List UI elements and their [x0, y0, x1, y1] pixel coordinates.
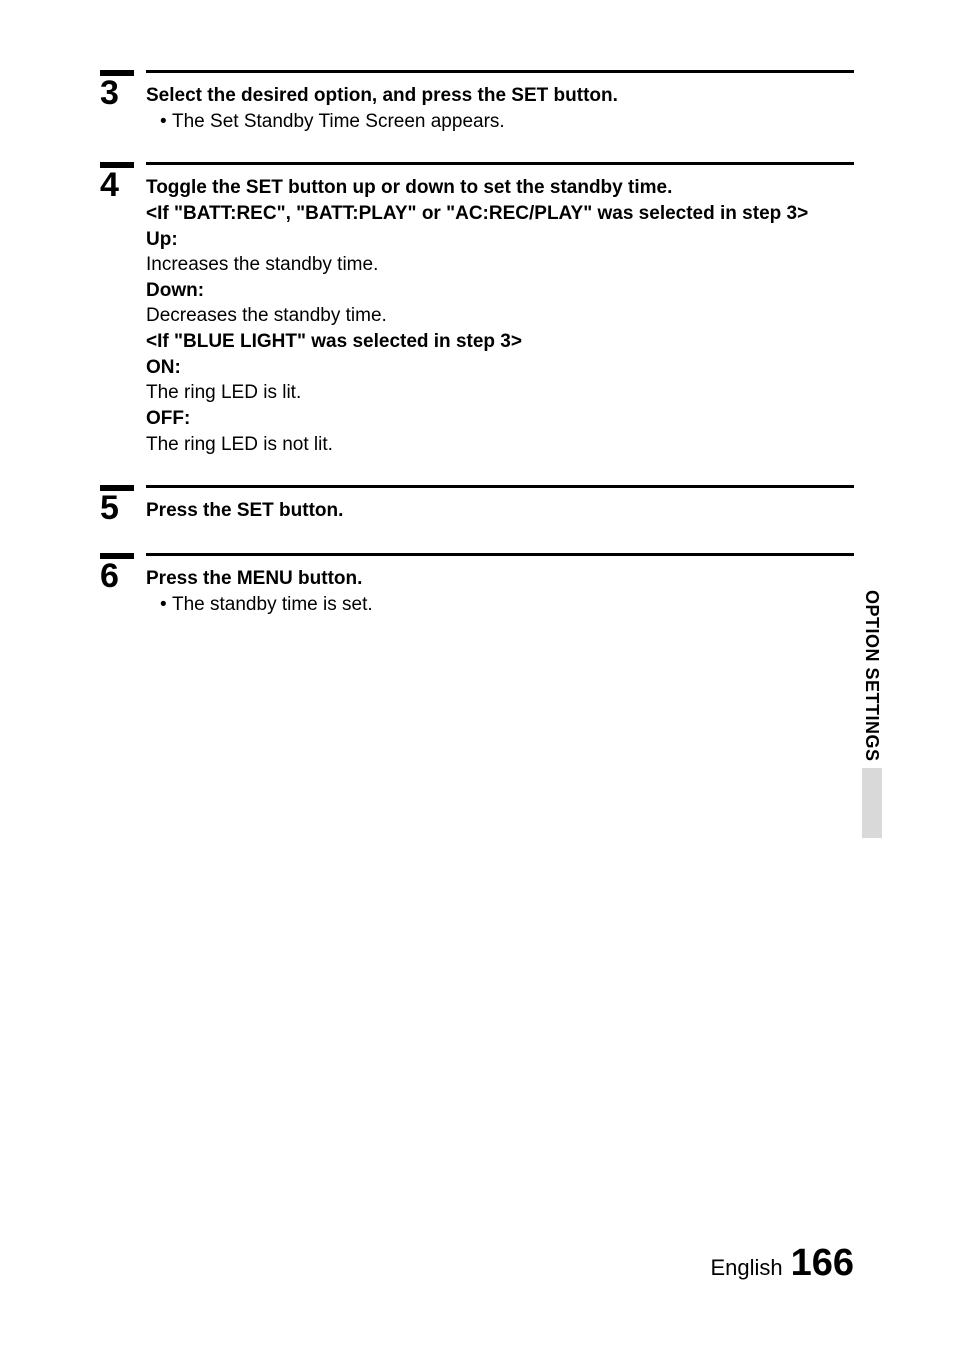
step-number-block: 5 [100, 485, 146, 525]
step-title: Press the SET button. [146, 498, 854, 524]
step-line: <If "BLUE LIGHT" was selected in step 3> [146, 329, 854, 355]
footer-language: English [710, 1255, 782, 1281]
manual-page: 3 Select the desired option, and press t… [0, 0, 954, 1345]
step-line: Up: [146, 227, 854, 253]
section-tab-marker [862, 768, 882, 838]
bullet-icon: • [160, 592, 172, 618]
step-line: OFF: [146, 406, 854, 432]
step-body-rule [146, 553, 854, 556]
bullet-text: The Set Standby Time Screen appears. [172, 109, 505, 135]
bullet-text: The standby time is set. [172, 592, 373, 618]
step-title: Select the desired option, and press the… [146, 83, 854, 109]
step-body: Toggle the SET button up or down to set … [146, 162, 854, 457]
step-6: 6 Press the MENU button. • The standby t… [100, 553, 854, 617]
step-body: Select the desired option, and press the… [146, 70, 854, 134]
step-bullet: • The Set Standby Time Screen appears. [160, 109, 854, 135]
step-body-rule [146, 70, 854, 73]
step-line: ON: [146, 355, 854, 381]
step-line: Decreases the standby time. [146, 303, 854, 329]
section-tab: OPTION SETTINGS [861, 590, 882, 838]
page-footer: English 166 [710, 1242, 854, 1285]
step-line: The ring LED is lit. [146, 380, 854, 406]
step-line: The ring LED is not lit. [146, 432, 854, 458]
step-number-block: 4 [100, 162, 146, 202]
step-number: 3 [100, 76, 146, 110]
footer-page-number: 166 [791, 1242, 854, 1285]
step-title: Press the MENU button. [146, 566, 854, 592]
step-4: 4 Toggle the SET button up or down to se… [100, 162, 854, 457]
step-body: Press the SET button. [146, 485, 854, 524]
bullet-icon: • [160, 109, 172, 135]
step-body-rule [146, 485, 854, 488]
step-body: Press the MENU button. • The standby tim… [146, 553, 854, 617]
step-5: 5 Press the SET button. [100, 485, 854, 525]
step-line: <If "BATT:REC", "BATT:PLAY" or "AC:REC/P… [146, 201, 854, 227]
step-line: Down: [146, 278, 854, 304]
section-tab-label: OPTION SETTINGS [861, 590, 882, 762]
step-body-rule [146, 162, 854, 165]
step-number: 6 [100, 559, 146, 593]
step-3: 3 Select the desired option, and press t… [100, 70, 854, 134]
step-number: 5 [100, 491, 146, 525]
step-number: 4 [100, 168, 146, 202]
step-number-block: 6 [100, 553, 146, 593]
step-bullet: • The standby time is set. [160, 592, 854, 618]
step-number-block: 3 [100, 70, 146, 110]
step-line: Increases the standby time. [146, 252, 854, 278]
step-title: Toggle the SET button up or down to set … [146, 175, 854, 201]
